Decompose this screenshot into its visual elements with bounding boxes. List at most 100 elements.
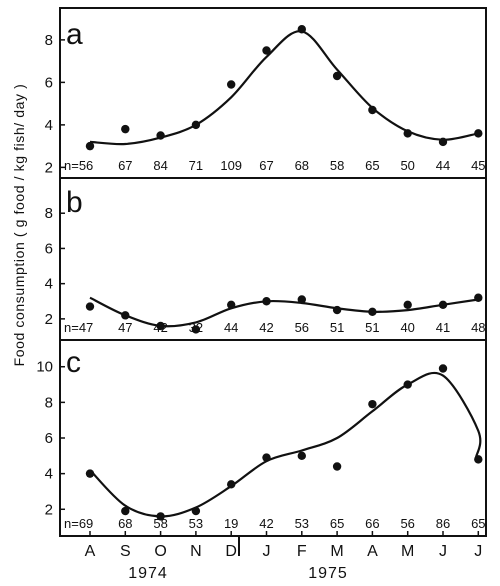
sample-size-label: n=47	[64, 320, 93, 335]
data-point	[368, 399, 377, 409]
data-point	[262, 46, 271, 55]
trend-line	[89, 296, 479, 328]
data-point	[474, 293, 483, 302]
sample-size-label: 67	[118, 158, 132, 173]
data-point	[227, 80, 236, 89]
panel-frames	[59, 7, 487, 537]
x-tick-label: M	[401, 543, 414, 560]
data-point	[474, 129, 483, 138]
trend-line	[89, 30, 479, 146]
panel-a-frame	[59, 7, 487, 179]
sample-size-label: 66	[365, 516, 379, 531]
sample-size-label: 44	[224, 320, 238, 335]
sample-size-label: 32	[189, 320, 203, 335]
sample-size-label: 48	[471, 320, 485, 335]
year-label-1974: 1974	[128, 565, 168, 582]
data-point	[297, 295, 306, 304]
data-point	[403, 300, 412, 309]
data-point	[85, 469, 95, 478]
data-point	[121, 124, 130, 134]
panel-b-label: b	[66, 186, 83, 219]
data-point	[438, 300, 448, 309]
x-tick-label: J	[474, 543, 482, 560]
data-point	[474, 455, 483, 464]
x-tick-label: J	[439, 543, 447, 560]
y-tick-label: 4	[45, 466, 53, 483]
data-point	[368, 307, 377, 317]
sample-size-label: 51	[365, 320, 379, 335]
sample-size-label: n=56	[64, 158, 93, 173]
sample-size-label: 42	[259, 320, 273, 335]
sample-size-label: 68	[295, 158, 309, 173]
data-point	[403, 129, 412, 138]
y-tick-label: 8	[45, 394, 53, 411]
sample-size-label: 50	[400, 158, 414, 173]
sample-size-label: 41	[436, 320, 450, 335]
y-tick-label: 4	[45, 117, 53, 134]
sample-size-label: 44	[436, 158, 450, 173]
panel-a-label: a	[66, 18, 83, 51]
y-tick-label: 2	[45, 311, 53, 328]
data-point	[227, 300, 236, 309]
sample-size-label: n=69	[64, 516, 93, 531]
data-point	[438, 137, 448, 147]
y-tick-label: 4	[45, 276, 53, 293]
data-point	[156, 512, 165, 521]
x-tick-label: N	[190, 543, 202, 560]
sample-size-label: 53	[189, 516, 203, 531]
data-point	[438, 364, 448, 373]
y-tick-label: 6	[45, 240, 53, 257]
y-tick-label: 6	[45, 430, 53, 447]
data-point	[297, 451, 306, 461]
trend-line	[89, 371, 482, 518]
x-tick-label: A	[85, 543, 96, 560]
data-point	[332, 305, 342, 315]
sample-size-label: 67	[259, 158, 273, 173]
sample-size-label: 42	[153, 320, 167, 335]
data-point	[121, 506, 130, 516]
sample-size-label: 109	[220, 158, 242, 173]
sample-size-label: 65	[330, 516, 344, 531]
x-tick-label: A	[367, 543, 378, 560]
sample-size-label: 51	[330, 320, 344, 335]
data-point	[332, 462, 342, 471]
panel-c-label: c	[66, 346, 81, 379]
sample-size-label: 58	[153, 516, 167, 531]
sample-size-label: 47	[118, 320, 132, 335]
sample-size-label: 56	[400, 516, 414, 531]
sample-size-label: 58	[330, 158, 344, 173]
data-point	[191, 120, 201, 130]
data-point	[262, 297, 271, 306]
x-tick-label: F	[297, 543, 307, 560]
data-point	[85, 141, 95, 151]
data-point	[368, 105, 377, 115]
sample-size-label: 68	[118, 516, 132, 531]
data-point	[156, 131, 165, 140]
sample-size-label: 56	[295, 320, 309, 335]
y-tick-label: 8	[45, 32, 53, 49]
data-point	[403, 380, 412, 389]
y-tick-label: 2	[45, 501, 53, 518]
y-tick-label: 10	[36, 359, 53, 376]
year-label-1975: 1975	[308, 565, 348, 582]
sample-size-label: 45	[471, 158, 485, 173]
panel-c-frame	[59, 339, 487, 537]
data-point	[191, 325, 201, 334]
data-point	[156, 321, 165, 331]
sample-size-label: 42	[259, 516, 273, 531]
data-point	[191, 506, 201, 516]
sample-size-label: 65	[365, 158, 379, 173]
data-point	[85, 302, 95, 311]
sample-size-label: 19	[224, 516, 238, 531]
sample-size-label: 53	[295, 516, 309, 531]
y-tick-label: 8	[45, 205, 53, 222]
data-point	[121, 311, 130, 320]
sample-size-label: 84	[153, 158, 167, 173]
y-tick-label: 6	[45, 74, 53, 91]
data-point	[332, 71, 342, 81]
data-point	[297, 25, 306, 34]
sample-size-label: 65	[471, 516, 485, 531]
x-tick-label: D	[225, 543, 237, 560]
data-point	[227, 480, 236, 489]
